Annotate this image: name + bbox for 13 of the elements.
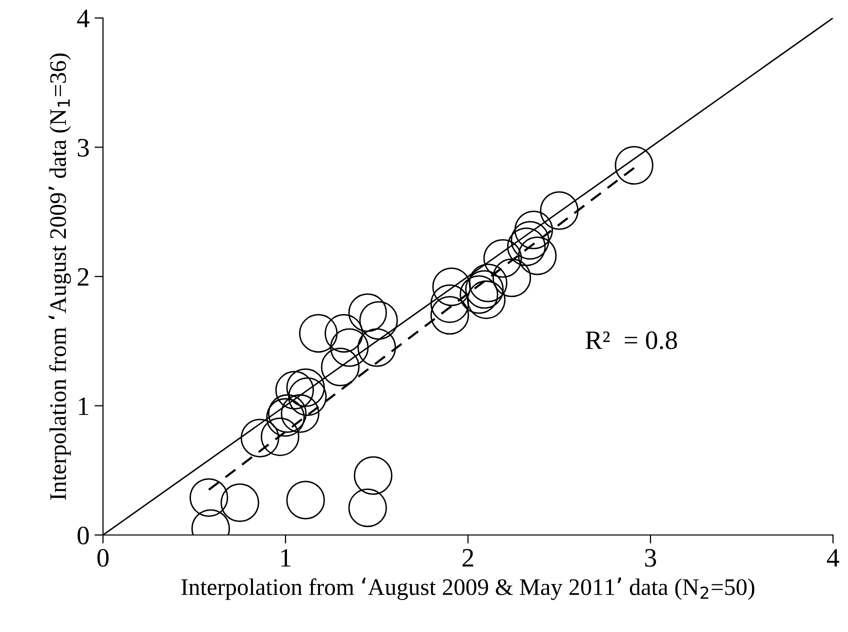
x-tick-label: 4 xyxy=(826,549,840,567)
x-tick-label: 2 xyxy=(462,549,474,567)
x-tick-label: 1 xyxy=(281,549,291,567)
y-tick-label: 2 xyxy=(78,268,88,286)
x-axis-title: Interpolation from ‘August 2009 & May 2011’ data (N$_{2}$=50) xyxy=(181,578,754,600)
y-axis-title: Interpolation from ‘August 2009’ data (N$_{1}$=36) xyxy=(48,54,71,500)
y-tick-label: 3 xyxy=(78,138,89,157)
x-tick-label: 0 xyxy=(97,548,109,567)
y-tick-label: 0 xyxy=(78,526,89,544)
y-tick-label: 1 xyxy=(78,397,88,415)
x-tick-label: 3 xyxy=(645,549,656,567)
annotation: R² = 0.8 xyxy=(586,331,677,350)
y-tick-label: 4 xyxy=(77,10,90,28)
